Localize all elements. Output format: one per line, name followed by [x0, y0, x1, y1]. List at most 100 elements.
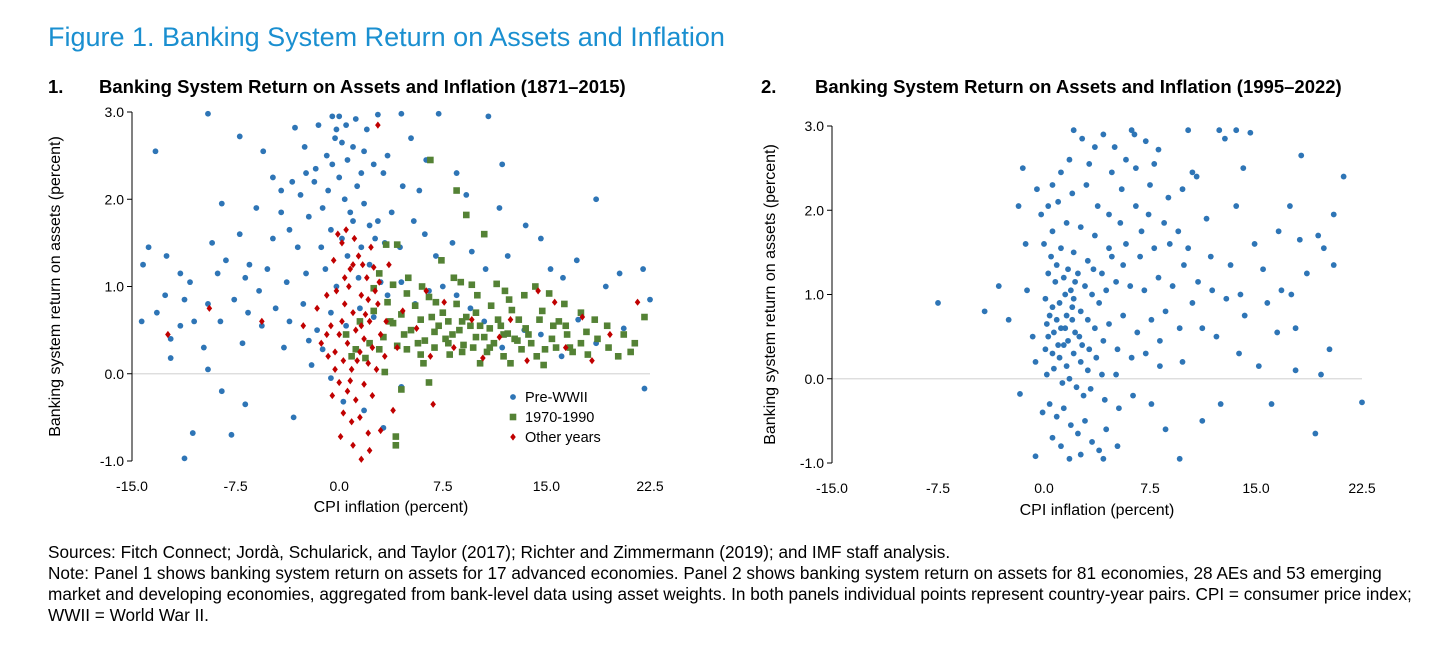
panel-1-point-pre-wwii	[328, 226, 334, 233]
sources-text: Sources: Fitch Connect; Jordà, Schularic…	[48, 542, 951, 562]
panel-2-point-economies	[1142, 350, 1149, 357]
panel-1-point-1970-1990	[427, 156, 434, 164]
panel-1-point-pre-wwii	[343, 322, 350, 329]
panel-1-point-1970-1990	[389, 281, 397, 289]
panel-2-point-economies	[1094, 203, 1101, 209]
panel-1-point-pre-wwii	[347, 209, 354, 216]
panel-2-point-economies	[1053, 316, 1060, 323]
panel-1-point-1970-1990	[500, 353, 507, 360]
panel-1-point-other-years	[369, 391, 376, 400]
panel-2-point-economies	[1169, 283, 1176, 289]
panel-1-legend-marker-pre-wwii	[510, 394, 516, 400]
panel-2-point-economies	[1055, 198, 1062, 205]
panel-1-point-1970-1990	[400, 331, 408, 338]
panel-2-point-economies	[1032, 453, 1039, 460]
panel-2-point-economies	[1032, 359, 1039, 365]
panel-1-point-1970-1990	[442, 335, 449, 343]
panel-1-point-pre-wwii	[140, 261, 146, 268]
panel-2-point-economies	[1207, 253, 1214, 260]
panel-1-x-tick-label: 15.0	[533, 478, 560, 494]
panel-1-point-pre-wwii	[292, 124, 298, 131]
panel-1-point-1970-1990	[501, 287, 509, 295]
panel-1-point-1970-1990	[375, 270, 383, 277]
panel-1-point-pre-wwii	[283, 279, 290, 286]
panel-2-point-economies	[1330, 262, 1337, 268]
panel-1-point-other-years	[350, 261, 356, 269]
panel-1-point-1970-1990	[507, 359, 514, 367]
panel-1-point-pre-wwii	[286, 318, 293, 325]
panel-2-point-economies	[1165, 194, 1172, 201]
panel-1-point-1970-1990	[483, 348, 491, 356]
panel-1-point-pre-wwii	[205, 110, 211, 117]
panel-1-point-other-years	[361, 335, 367, 343]
panel-1-point-pre-wwii	[223, 257, 229, 264]
panel-1-point-other-years	[399, 307, 406, 315]
panel-2-point-economies	[1082, 417, 1088, 424]
panel-1-point-pre-wwii	[153, 309, 160, 316]
panel-2-point-economies	[1108, 253, 1115, 260]
panel-1-point-other-years	[361, 380, 367, 388]
panel-1-point-pre-wwii	[242, 401, 249, 408]
panel-1-point-1970-1990	[527, 339, 535, 347]
panel-2-point-economies	[1045, 270, 1052, 277]
panel-1-x-tick-label: 7.5	[433, 478, 453, 494]
panel-2-point-economies	[1060, 342, 1067, 348]
panel-1-point-pre-wwii	[308, 362, 315, 368]
panel-2-point-economies	[1060, 274, 1067, 281]
panel-1-point-pre-wwii	[339, 235, 345, 242]
panel-2-point-economies	[1091, 325, 1098, 332]
panel-1-point-other-years	[589, 357, 595, 365]
panel-1-point-pre-wwii	[499, 161, 506, 168]
panel-2-point-economies	[1156, 363, 1163, 370]
panel-2-point-economies	[1015, 203, 1022, 209]
panel-1-point-1970-1990	[480, 230, 488, 238]
panel-2-point-economies	[1260, 266, 1266, 273]
panel-1-point-other-years	[341, 300, 348, 308]
panel-2-point-economies	[1072, 278, 1078, 285]
panel-1-point-pre-wwii	[384, 292, 391, 299]
panel-1-point-1970-1990	[439, 309, 447, 316]
panel-2-point-economies	[1275, 228, 1282, 235]
panel-1-point-pre-wwii	[218, 200, 225, 207]
panel-2-point-economies	[1123, 156, 1129, 163]
panel-2-point-economies	[1100, 455, 1107, 462]
panel-1-point-1970-1990	[583, 328, 590, 336]
panel-1-point-other-years	[359, 261, 366, 269]
panel-1-point-1970-1990	[467, 322, 474, 330]
panel-2-point-economies	[1127, 283, 1134, 289]
panel-2-point-economies	[1077, 308, 1084, 315]
panel-2-point-economies	[1080, 392, 1087, 399]
panel-1-point-pre-wwii	[363, 126, 370, 133]
panel-1-point-pre-wwii	[398, 110, 405, 117]
panel-1-point-pre-wwii	[408, 135, 414, 142]
panel-2-point-economies	[1049, 182, 1056, 188]
panel-2-point-economies	[1084, 257, 1091, 264]
panel-1-point-other-years	[259, 317, 265, 325]
panel-1-point-pre-wwii	[357, 305, 363, 312]
panel-2-point-economies	[1065, 337, 1071, 344]
panel-1-point-pre-wwii	[315, 122, 322, 128]
panel-1-point-pre-wwii	[314, 327, 320, 334]
panel-2-point-economies	[1053, 413, 1060, 420]
panel-2-point-economies	[1162, 308, 1169, 315]
panel-1-point-pre-wwii	[374, 111, 381, 118]
panel-1-point-pre-wwii	[281, 344, 287, 351]
panel-2-point-economies	[1056, 300, 1063, 306]
panel-1-point-1970-1990	[421, 337, 429, 344]
panel-2-y-tick-label: 3.0	[805, 118, 825, 134]
panel-1-point-1970-1990	[541, 346, 549, 353]
panel-2-point-economies	[1077, 359, 1084, 365]
panel-1-point-other-years	[346, 282, 352, 291]
panel-1-point-other-years	[357, 348, 363, 356]
panel-2-point-economies	[1247, 129, 1254, 136]
panel-1-point-pre-wwii	[264, 266, 271, 272]
panel-1-point-1970-1990	[490, 339, 498, 347]
panel-1-point-1970-1990	[362, 354, 369, 362]
panel-1-point-other-years	[362, 310, 369, 319]
panel-1-point-pre-wwii	[319, 205, 326, 211]
panel-1-point-1970-1990	[603, 322, 611, 330]
panel-1-point-other-years	[507, 316, 514, 324]
panel-1-point-1970-1990	[445, 318, 452, 325]
panel-1-point-other-years	[348, 365, 355, 373]
panel-2-point-economies	[1043, 371, 1050, 378]
